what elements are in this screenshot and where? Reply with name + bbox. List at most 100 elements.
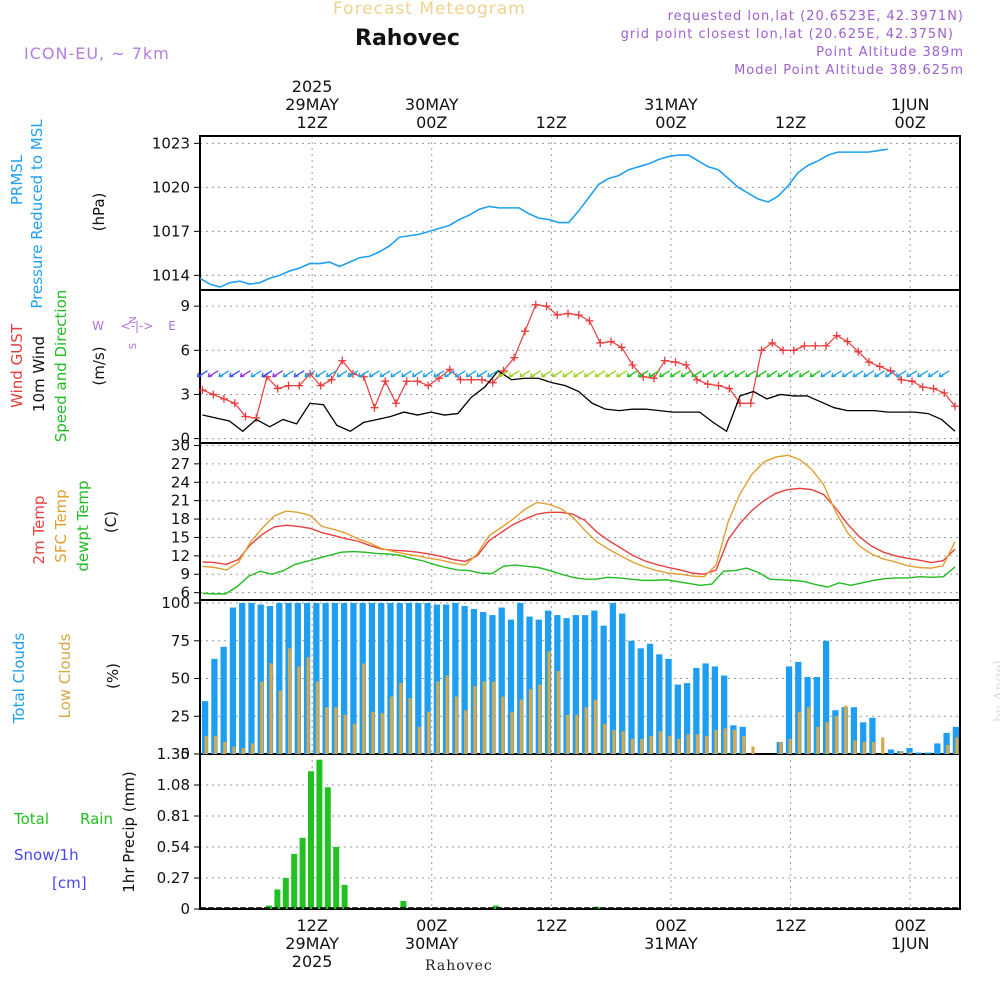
axis-label-sfc-temp: SFC Temp	[52, 489, 70, 562]
total-cloud-bar	[229, 607, 237, 754]
gust-marker	[456, 375, 465, 384]
low-cloud-bar	[269, 663, 273, 754]
low-cloud-bar	[464, 710, 468, 754]
axis-label-direction: Speed and Direction	[52, 290, 70, 443]
top-time-label: 30MAY	[405, 95, 459, 114]
y-tick-label: 27	[171, 455, 190, 473]
low-cloud-bar	[584, 707, 588, 754]
low-cloud-bar	[362, 663, 366, 754]
low-cloud-bar	[908, 752, 913, 754]
y-tick-label: 6	[180, 341, 190, 359]
low-cloud-bar	[612, 729, 616, 754]
total-cloud-bar	[869, 717, 876, 754]
y-tick-label: 12	[171, 547, 190, 565]
bottom-time-label: 00Z	[894, 916, 925, 935]
bottom-time-label: 12Z	[775, 916, 806, 935]
low-cloud-bar	[630, 738, 635, 754]
gust-marker	[660, 356, 669, 365]
wind-direction-arrow	[874, 370, 886, 378]
low-cloud-bar	[714, 729, 718, 754]
gust-marker	[284, 381, 293, 390]
low-cloud-bar	[834, 716, 838, 754]
wind-direction-arrow	[895, 370, 907, 378]
wind-direction-arrow	[712, 370, 724, 378]
y-tick-label: 0	[180, 745, 190, 763]
total-cloud-bar	[517, 603, 524, 754]
wind-direction-arrow	[841, 370, 853, 378]
wind-direction-arrow	[798, 370, 810, 378]
axis-unit-c: (C)	[102, 511, 120, 533]
total-cloud-bar	[276, 603, 283, 754]
bottom-time-label: 2025	[292, 952, 333, 971]
gust-line	[202, 304, 956, 419]
total-cloud-bar	[609, 603, 617, 754]
wind-direction-arrow	[551, 370, 563, 378]
total-cloud-bar	[924, 752, 932, 754]
y-tick-label: 50	[171, 670, 190, 688]
gust-marker	[564, 309, 573, 318]
low-cloud-bar	[871, 741, 876, 754]
rain-bar	[341, 884, 348, 909]
low-cloud-bar	[667, 735, 672, 754]
low-cloud-bar	[352, 723, 356, 754]
total-cloud-bar	[582, 615, 589, 754]
gust-marker	[252, 413, 261, 422]
gust-marker	[531, 300, 540, 309]
gust-marker	[596, 338, 605, 347]
total-cloud-bar	[415, 603, 422, 754]
gust-marker	[521, 327, 530, 336]
total-cloud-bar	[433, 604, 440, 754]
gust-marker	[435, 374, 443, 383]
rain-bar	[282, 878, 289, 909]
low-cloud-bar	[454, 696, 458, 754]
low-cloud-bar	[491, 681, 496, 754]
chart-title: Forecast Meteogram	[333, 0, 526, 19]
compass-e: E	[168, 319, 176, 333]
wind-direction-arrow	[347, 370, 359, 378]
wind-direction-arrow	[261, 370, 273, 378]
gust-marker	[693, 375, 702, 384]
wind-direction-arrow	[530, 370, 542, 378]
bottom-time-label: 1JUN	[891, 934, 930, 953]
wind-direction-arrow	[444, 370, 456, 378]
gust-marker	[488, 378, 497, 387]
compass-s: S	[128, 343, 139, 349]
top-time-label: 12Z	[536, 113, 567, 132]
model-label: ICON-EU, ~ 7km	[24, 44, 170, 63]
total-cloud-bar	[572, 615, 579, 754]
wind-direction-arrow	[766, 370, 778, 378]
panel-frame	[199, 753, 961, 910]
gust-marker	[757, 346, 766, 355]
y-tick-label: 100	[161, 594, 190, 612]
total-cloud-bar	[683, 683, 691, 754]
sfc-temp-line	[202, 454, 956, 578]
low-cloud-bar	[788, 738, 792, 754]
gust-marker	[628, 361, 637, 370]
wind-direction-arrow	[637, 370, 649, 378]
gust-marker	[875, 362, 884, 371]
total-cloud-bar	[202, 701, 209, 754]
gust-marker	[510, 353, 519, 362]
low-cloud-bar	[427, 711, 431, 754]
y-tick-label: 1.08	[157, 776, 190, 794]
total-cloud-bar	[257, 604, 264, 754]
low-cloud-bar	[751, 746, 755, 754]
top-time-label: 12Z	[296, 113, 327, 132]
low-cloud-bar	[223, 741, 227, 754]
low-cloud-bar	[306, 657, 310, 754]
low-cloud-bar	[695, 734, 699, 754]
gust-marker	[940, 388, 949, 397]
y-tick-label: 0.54	[157, 838, 190, 856]
axis-label-rain: Rain	[80, 810, 113, 828]
wind-direction-arrow	[573, 370, 585, 378]
compass-arrows: <-|->	[121, 319, 154, 333]
y-tick-label: 30	[171, 436, 190, 454]
total-cloud-bar	[387, 603, 394, 754]
low-cloud-bar	[705, 735, 709, 754]
low-cloud-bar	[807, 707, 811, 754]
low-cloud-bar	[779, 741, 783, 754]
wind-direction-arrow	[336, 370, 348, 378]
gust-marker	[617, 343, 626, 352]
gust-marker	[768, 338, 777, 347]
y-tick-label: 9	[180, 565, 190, 583]
